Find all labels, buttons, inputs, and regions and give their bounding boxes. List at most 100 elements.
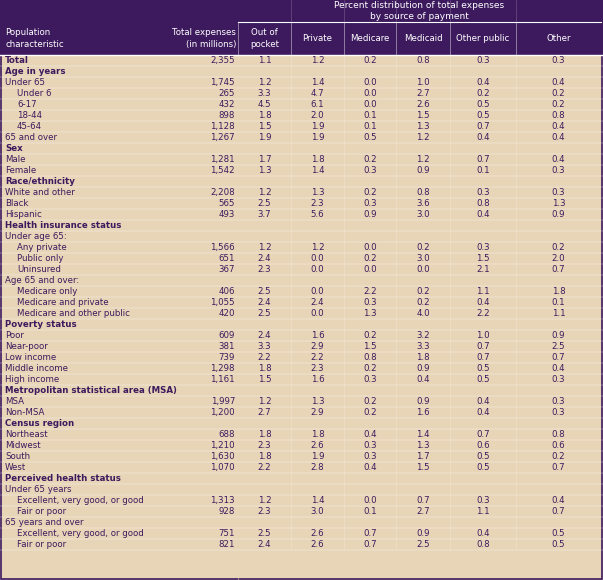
Text: 0.2: 0.2 [363, 188, 377, 197]
Text: 1.3: 1.3 [416, 122, 430, 131]
Text: 1,128: 1,128 [210, 122, 235, 131]
Text: 0.9: 0.9 [363, 210, 377, 219]
Text: 0.1: 0.1 [476, 166, 490, 175]
Text: 0.3: 0.3 [363, 375, 377, 384]
Text: Public only: Public only [17, 254, 63, 263]
Text: 0.4: 0.4 [552, 122, 566, 131]
Text: 1.1: 1.1 [476, 507, 490, 516]
Text: 0.1: 0.1 [552, 298, 566, 307]
Text: 1.2: 1.2 [416, 133, 430, 142]
Text: 5.6: 5.6 [311, 210, 324, 219]
Text: Under 65: Under 65 [5, 78, 45, 87]
Text: 3.3: 3.3 [257, 89, 271, 98]
Text: 0.5: 0.5 [363, 133, 377, 142]
Text: 0.3: 0.3 [363, 166, 377, 175]
Text: 0.5: 0.5 [552, 540, 566, 549]
Text: 0.5: 0.5 [476, 463, 490, 472]
Text: Census region: Census region [5, 419, 74, 428]
Text: 1.5: 1.5 [363, 342, 377, 351]
Text: 0.4: 0.4 [476, 408, 490, 417]
Text: 0.5: 0.5 [476, 111, 490, 120]
Text: 0.4: 0.4 [552, 155, 566, 164]
Text: 2.2: 2.2 [257, 463, 271, 472]
Text: 2.6: 2.6 [416, 100, 430, 109]
Text: 2,355: 2,355 [210, 56, 235, 65]
Text: Out of
pocket: Out of pocket [250, 28, 279, 49]
Text: 65 and over: 65 and over [5, 133, 57, 142]
Text: 0.8: 0.8 [363, 353, 377, 362]
Text: White and other: White and other [5, 188, 75, 197]
Text: 1.1: 1.1 [552, 309, 566, 318]
Text: Age 65 and over:: Age 65 and over: [5, 276, 79, 285]
Text: 0.2: 0.2 [552, 243, 566, 252]
Text: 3.3: 3.3 [416, 342, 430, 351]
Text: 1.3: 1.3 [257, 166, 271, 175]
Text: 1.8: 1.8 [257, 430, 271, 439]
Text: 1.6: 1.6 [311, 331, 324, 340]
Text: 0.7: 0.7 [476, 342, 490, 351]
Text: 0.1: 0.1 [363, 507, 377, 516]
Text: 2.6: 2.6 [311, 529, 324, 538]
Text: 0.3: 0.3 [476, 243, 490, 252]
Text: Non-MSA: Non-MSA [5, 408, 45, 417]
Text: 1.9: 1.9 [311, 122, 324, 131]
Text: 1,542: 1,542 [210, 166, 235, 175]
Text: 3.0: 3.0 [416, 210, 430, 219]
Text: 1,745: 1,745 [210, 78, 235, 87]
Text: 0.7: 0.7 [416, 496, 430, 505]
Text: 0.4: 0.4 [552, 496, 566, 505]
Text: 2.0: 2.0 [311, 111, 324, 120]
Text: 0.7: 0.7 [476, 122, 490, 131]
Text: 0.3: 0.3 [552, 188, 566, 197]
Text: 6-17: 6-17 [17, 100, 37, 109]
Text: Female: Female [5, 166, 36, 175]
Text: 3.0: 3.0 [416, 254, 430, 263]
Text: 1.3: 1.3 [416, 441, 430, 450]
Text: 0.4: 0.4 [476, 78, 490, 87]
Text: 0.7: 0.7 [552, 507, 566, 516]
Text: 2.4: 2.4 [257, 331, 271, 340]
Text: 2.1: 2.1 [476, 265, 490, 274]
Text: 0.7: 0.7 [476, 430, 490, 439]
Text: 0.9: 0.9 [416, 364, 430, 373]
Text: Poor: Poor [5, 331, 24, 340]
Text: Total: Total [5, 56, 29, 65]
Text: Medicare and other public: Medicare and other public [17, 309, 130, 318]
Text: 0.2: 0.2 [552, 89, 566, 98]
Text: 1,566: 1,566 [210, 243, 235, 252]
Text: 1.3: 1.3 [363, 309, 377, 318]
Text: 2.8: 2.8 [311, 463, 324, 472]
Text: 0.6: 0.6 [476, 441, 490, 450]
Text: Any private: Any private [17, 243, 67, 252]
Text: High income: High income [5, 375, 59, 384]
Text: Perceived health status: Perceived health status [5, 474, 121, 483]
Text: Metropolitan statistical area (MSA): Metropolitan statistical area (MSA) [5, 386, 177, 395]
Text: 0.3: 0.3 [476, 56, 490, 65]
Text: 1.6: 1.6 [416, 408, 430, 417]
Text: 0.0: 0.0 [311, 254, 324, 263]
Text: 1,200: 1,200 [210, 408, 235, 417]
Text: Total expenses
(in millions): Total expenses (in millions) [172, 28, 236, 49]
Text: Low income: Low income [5, 353, 56, 362]
Text: Medicaid: Medicaid [403, 34, 443, 43]
Text: 1.8: 1.8 [311, 430, 324, 439]
Text: 0.9: 0.9 [416, 529, 430, 538]
Text: 1.4: 1.4 [311, 496, 324, 505]
Text: Medicare only: Medicare only [17, 287, 77, 296]
Text: 0.8: 0.8 [476, 199, 490, 208]
Text: Private: Private [303, 34, 332, 43]
Text: 1.8: 1.8 [257, 111, 271, 120]
Text: 1.5: 1.5 [416, 111, 430, 120]
Text: 1.3: 1.3 [552, 199, 566, 208]
Text: 0.5: 0.5 [476, 452, 490, 461]
Bar [0, 0, 603, 55]
Text: 2.5: 2.5 [257, 287, 271, 296]
Text: 0.2: 0.2 [416, 298, 430, 307]
Text: 2.7: 2.7 [257, 408, 271, 417]
Text: 1.5: 1.5 [257, 375, 271, 384]
Text: Midwest: Midwest [5, 441, 40, 450]
Text: 2,208: 2,208 [210, 188, 235, 197]
Text: 1.2: 1.2 [311, 56, 324, 65]
Text: West: West [5, 463, 27, 472]
Text: 2.9: 2.9 [311, 342, 324, 351]
